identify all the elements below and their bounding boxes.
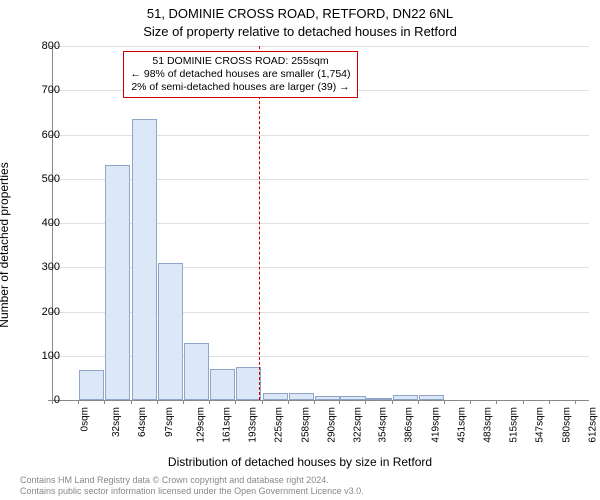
x-tick-label: 515sqm [509, 407, 520, 443]
x-tick-label: 129sqm [195, 407, 206, 443]
histogram-bar [236, 367, 261, 400]
plot-area [52, 46, 589, 401]
histogram-bar [366, 398, 391, 400]
histogram-bar [105, 165, 130, 400]
x-tick-mark [209, 400, 210, 404]
x-tick-label: 225sqm [273, 407, 284, 443]
histogram-bar [315, 396, 340, 400]
histogram-bar [289, 393, 314, 400]
x-tick-mark [470, 400, 471, 404]
histogram-bar [419, 395, 444, 400]
footer-line-2: Contains public sector information licen… [20, 486, 364, 497]
y-tick-label: 200 [20, 306, 60, 318]
x-tick-mark [262, 400, 263, 404]
chart-container: 51, DOMINIE CROSS ROAD, RETFORD, DN22 6N… [0, 0, 600, 500]
y-tick-label: 100 [20, 350, 60, 362]
x-tick-mark [288, 400, 289, 404]
y-tick-label: 0 [20, 394, 60, 406]
y-tick-mark [48, 267, 52, 268]
x-tick-label: 354sqm [378, 407, 389, 443]
x-tick-mark [314, 400, 315, 404]
y-tick-mark [48, 312, 52, 313]
x-tick-mark [235, 400, 236, 404]
histogram-bar [210, 369, 235, 400]
x-tick-mark [131, 400, 132, 404]
y-tick-mark [48, 179, 52, 180]
x-tick-label: 612sqm [588, 407, 599, 443]
y-tick-mark [48, 46, 52, 47]
x-tick-label: 97sqm [164, 407, 175, 437]
y-tick-label: 600 [20, 129, 60, 141]
x-tick-mark [418, 400, 419, 404]
histogram-bar [263, 393, 288, 400]
x-tick-label: 483sqm [483, 407, 494, 443]
y-tick-label: 300 [20, 261, 60, 273]
y-tick-mark [48, 135, 52, 136]
histogram-bar [340, 396, 365, 400]
footer-line-1: Contains HM Land Registry data © Crown c… [20, 475, 364, 486]
x-tick-label: 0sqm [79, 407, 90, 431]
x-tick-mark [78, 400, 79, 404]
x-tick-label: 322sqm [352, 407, 363, 443]
y-tick-label: 500 [20, 173, 60, 185]
chart-title-address: 51, DOMINIE CROSS ROAD, RETFORD, DN22 6N… [0, 6, 600, 21]
x-tick-mark [183, 400, 184, 404]
x-axis-label: Distribution of detached houses by size … [0, 455, 600, 469]
y-tick-mark [48, 223, 52, 224]
x-tick-label: 419sqm [431, 407, 442, 443]
y-tick-mark [48, 90, 52, 91]
x-tick-mark [157, 400, 158, 404]
x-tick-mark [365, 400, 366, 404]
histogram-bar [184, 343, 209, 400]
x-tick-mark [52, 400, 53, 404]
chart-footer: Contains HM Land Registry data © Crown c… [20, 475, 364, 497]
histogram-bar [158, 263, 183, 400]
x-tick-mark [339, 400, 340, 404]
histogram-bar [132, 119, 157, 400]
y-tick-label: 800 [20, 40, 60, 52]
x-tick-label: 258sqm [300, 407, 311, 443]
gridline [53, 90, 589, 91]
histogram-bar [393, 395, 418, 400]
x-tick-mark [104, 400, 105, 404]
x-tick-label: 580sqm [562, 407, 573, 443]
x-tick-label: 547sqm [535, 407, 546, 443]
x-tick-label: 451sqm [457, 407, 468, 443]
y-tick-label: 700 [20, 84, 60, 96]
y-tick-mark [48, 356, 52, 357]
x-tick-mark [496, 400, 497, 404]
x-tick-label: 290sqm [326, 407, 337, 443]
x-tick-label: 161sqm [221, 407, 232, 443]
x-tick-mark [444, 400, 445, 404]
gridline [53, 46, 589, 47]
y-axis-label: Number of detached properties [0, 162, 11, 327]
chart-title-subtitle: Size of property relative to detached ho… [0, 24, 600, 39]
x-tick-label: 32sqm [111, 407, 122, 437]
x-tick-label: 193sqm [247, 407, 258, 443]
x-tick-mark [392, 400, 393, 404]
x-tick-mark [549, 400, 550, 404]
x-tick-mark [523, 400, 524, 404]
y-tick-label: 400 [20, 217, 60, 229]
histogram-bar [79, 370, 104, 400]
x-tick-label: 386sqm [404, 407, 415, 443]
x-tick-mark [575, 400, 576, 404]
x-tick-label: 64sqm [137, 407, 148, 437]
